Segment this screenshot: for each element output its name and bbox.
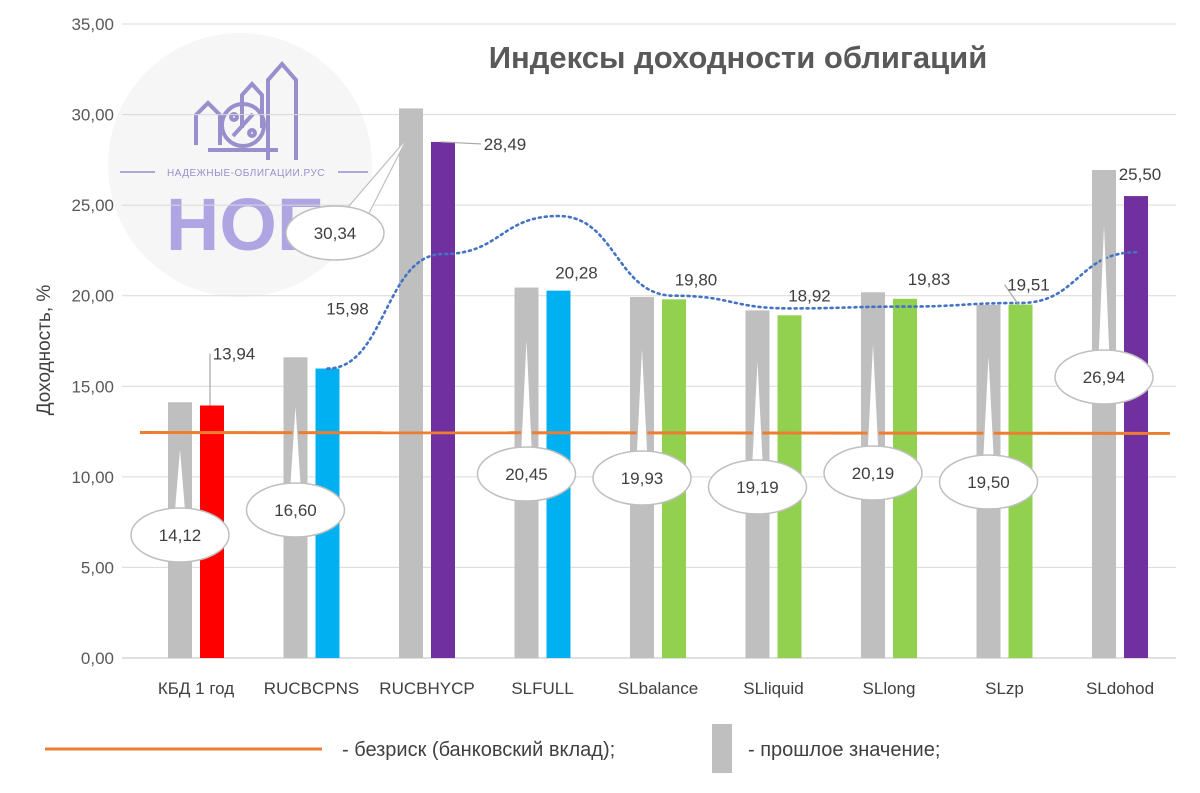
value-label-current: 19,80 <box>675 270 718 289</box>
callout-previous: 26,94 <box>1054 209 1154 405</box>
y-tick-label: 15,00 <box>71 377 114 396</box>
callout-previous: 19,50 <box>938 344 1039 510</box>
value-leader-line <box>440 141 482 145</box>
value-label-previous: 19,93 <box>621 469 664 488</box>
value-label-current: 19,51 <box>1007 276 1050 295</box>
category-labels: КБД 1 год RUCBCPNS RUCBHYCP SLFULL SLbalance… <box>158 679 1154 698</box>
riskfree-line-group <box>139 430 1171 435</box>
value-label-current: 25,50 <box>1119 165 1162 184</box>
value-label-current: 20,28 <box>555 264 598 283</box>
y-tick-label: 20,00 <box>71 287 114 306</box>
callout-bubble <box>823 445 923 501</box>
callout-previous: 30,34 <box>285 138 408 261</box>
trend-line <box>326 214 1138 370</box>
category-label: SLliquid <box>743 679 804 698</box>
value-leader-line <box>1004 284 1019 305</box>
legend-previous-label: - прошлое значение; <box>748 739 940 761</box>
callout-bubble <box>938 454 1039 510</box>
bar-current <box>1124 196 1148 659</box>
legend-previous-swatch <box>712 724 732 773</box>
percent-house-arrows-icon <box>194 60 298 160</box>
category-label: SLzp <box>985 679 1024 698</box>
y-tick-label: 10,00 <box>71 468 114 487</box>
callout-bubble <box>130 507 230 563</box>
category-label: SLFULL <box>511 679 573 698</box>
y-axis-label: Доходность, % <box>34 285 55 416</box>
trend-line-group <box>326 214 1138 370</box>
value-label-previous: 26,94 <box>1083 368 1126 387</box>
y-tick-label: 25,00 <box>71 196 114 215</box>
callouts: 14,12 16,60 30,34 20,45 19,93 19,19 20,19 19,50… <box>130 138 1154 563</box>
category-label: RUCBHYCP <box>379 679 474 698</box>
legend: - безриск (банковский вклад); - прошлое … <box>45 724 940 773</box>
category-label: SLbalance <box>618 679 698 698</box>
value-label-current: 13,94 <box>213 344 256 363</box>
callout-bubble <box>476 446 577 502</box>
value-label-current: 15,98 <box>326 300 369 319</box>
category-label: SLdohod <box>1086 679 1154 698</box>
value-label-current: 18,92 <box>788 286 831 305</box>
y-tick-label: 35,00 <box>71 15 114 34</box>
callout-bubble <box>592 450 692 506</box>
y-tick-label: 0,00 <box>81 649 114 668</box>
callout-previous: 19,93 <box>592 336 692 506</box>
y-axis-ticks: 0,00 5,00 10,00 15,00 20,00 25,00 30,00 35,00 <box>71 15 114 668</box>
category-label: SLlong <box>863 679 916 698</box>
value-label-previous: 20,19 <box>852 464 895 483</box>
callout-bubble <box>1054 349 1154 405</box>
value-label-previous: 19,19 <box>736 478 779 497</box>
bar-previous <box>399 108 423 658</box>
value-label-current: 19,83 <box>908 270 951 289</box>
value-label-previous: 16,60 <box>274 501 317 520</box>
callout-previous: 16,60 <box>245 397 346 538</box>
value-label-previous: 14,12 <box>159 526 202 545</box>
y-tick-label: 30,00 <box>71 106 114 125</box>
value-label-previous: 19,50 <box>967 473 1010 492</box>
chart-title: Индексы доходности облигаций <box>489 40 988 75</box>
callout-bubble <box>285 205 385 261</box>
category-label: RUCBCPNS <box>264 679 359 698</box>
riskfree-line <box>139 430 1171 435</box>
callout-previous: 14,12 <box>130 442 230 563</box>
data-labels: 13,94 15,98 28,49 20,28 19,80 18,92 19,83 19,51… <box>209 135 1162 406</box>
callout-bubble <box>245 482 346 538</box>
callout-previous: 19,19 <box>707 350 808 515</box>
value-label-previous: 30,34 <box>314 224 357 243</box>
watermark-site-text: НАДЕЖНЫЕ-ОБЛИГАЦИИ.РУС <box>167 168 325 179</box>
bar-current <box>431 141 455 658</box>
callout-previous: 20,19 <box>823 332 923 501</box>
category-label: КБД 1 год <box>158 679 234 698</box>
callout-previous: 20,45 <box>476 327 577 502</box>
value-label-previous: 20,45 <box>505 465 548 484</box>
callout-bubble <box>707 459 808 515</box>
legend-riskfree-label: - безриск (банковский вклад); <box>342 739 615 761</box>
y-tick-label: 5,00 <box>81 558 114 577</box>
value-label-current: 28,49 <box>484 135 527 154</box>
